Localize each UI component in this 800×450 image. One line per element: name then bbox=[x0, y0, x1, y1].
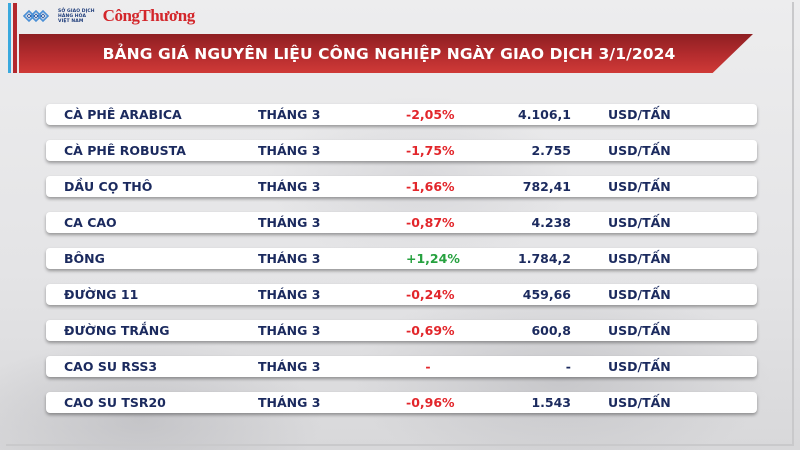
price-unit: USD/TẤN bbox=[608, 359, 671, 374]
price-value: - bbox=[565, 359, 571, 374]
price-value: 1.543 bbox=[531, 395, 571, 410]
contract-month: THÁNG 3 bbox=[258, 143, 321, 158]
contract-month: THÁNG 3 bbox=[258, 251, 321, 266]
commodity-name: ĐƯỜNG 11 bbox=[64, 287, 139, 302]
price-unit: USD/TẤN bbox=[608, 143, 671, 158]
price-unit: USD/TẤN bbox=[608, 323, 671, 338]
price-value: 782,41 bbox=[522, 179, 571, 194]
page-title: BẢNG GIÁ NGUYÊN LIỆU CÔNG NGHIỆP NGÀY GI… bbox=[102, 44, 676, 63]
price-change: -0,87% bbox=[406, 215, 455, 230]
contract-month: THÁNG 3 bbox=[258, 179, 321, 194]
price-value: 4.106,1 bbox=[518, 107, 571, 122]
header-logos: SỞ GIAO DỊCH HÀNG HÓA VIỆT NAM CôngThươn… bbox=[22, 5, 195, 27]
logo-line-3: VIỆT NAM bbox=[58, 18, 84, 24]
price-value: 459,66 bbox=[522, 287, 571, 302]
table-row: CAO SU RSS3 THÁNG 3 - - USD/TẤN bbox=[46, 356, 757, 377]
exchange-logo-text: SỞ GIAO DỊCH HÀNG HÓA VIỆT NAM bbox=[58, 9, 95, 24]
price-change: - bbox=[425, 359, 431, 374]
accent-stripe-blue bbox=[8, 3, 11, 73]
commodity-name: DẦU CỌ THÔ bbox=[64, 179, 153, 194]
table-row: CÀ PHÊ ARABICA THÁNG 3 -2,05% 4.106,1 US… bbox=[46, 104, 757, 125]
price-value: 4.238 bbox=[531, 215, 571, 230]
contract-month: THÁNG 3 bbox=[258, 215, 321, 230]
price-change: -1,75% bbox=[406, 143, 455, 158]
table-row: CA CAO THÁNG 3 -0,87% 4.238 USD/TẤN bbox=[46, 212, 757, 233]
price-unit: USD/TẤN bbox=[608, 107, 671, 122]
table-row: ĐƯỜNG TRẮNG THÁNG 3 -0,69% 600,8 USD/TẤN bbox=[46, 320, 757, 341]
commodity-name: ĐƯỜNG TRẮNG bbox=[64, 323, 170, 338]
commodity-name: CA CAO bbox=[64, 215, 117, 230]
logo-line-2: HÀNG HÓA bbox=[58, 13, 87, 19]
frame-border bbox=[6, 2, 794, 446]
logo-line-1: SỞ GIAO DỊCH bbox=[58, 8, 95, 14]
price-value: 600,8 bbox=[531, 323, 571, 338]
commodity-name: CAO SU RSS3 bbox=[64, 359, 158, 374]
contract-month: THÁNG 3 bbox=[258, 359, 321, 374]
price-unit: USD/TẤN bbox=[608, 215, 671, 230]
table-row: CAO SU TSR20 THÁNG 3 -0,96% 1.543 USD/TẤ… bbox=[46, 392, 757, 413]
price-unit: USD/TẤN bbox=[608, 287, 671, 302]
price-change: -1,66% bbox=[406, 179, 455, 194]
price-change: -2,05% bbox=[406, 107, 455, 122]
table-row: BÔNG THÁNG 3 +1,24% 1.784,2 USD/TẤN bbox=[46, 248, 757, 269]
price-unit: USD/TẤN bbox=[608, 179, 671, 194]
congthuong-logo: CôngThương bbox=[102, 6, 196, 25]
price-change: +1,24% bbox=[406, 251, 460, 266]
contract-month: THÁNG 3 bbox=[258, 395, 321, 410]
commodity-name: CÀ PHÊ ARABICA bbox=[64, 107, 182, 122]
price-value: 1.784,2 bbox=[518, 251, 571, 266]
contract-month: THÁNG 3 bbox=[258, 323, 321, 338]
price-unit: USD/TẤN bbox=[608, 251, 671, 266]
title-banner bbox=[19, 34, 753, 73]
price-change: -0,24% bbox=[406, 287, 455, 302]
table-row: ĐƯỜNG 11 THÁNG 3 -0,24% 459,66 USD/TẤN bbox=[46, 284, 757, 305]
exchange-logo-icon bbox=[22, 9, 50, 23]
contract-month: THÁNG 3 bbox=[258, 107, 321, 122]
price-value: 2.755 bbox=[531, 143, 571, 158]
price-table: CÀ PHÊ ARABICA THÁNG 3 -2,05% 4.106,1 US… bbox=[46, 104, 757, 428]
accent-stripe-red bbox=[13, 3, 17, 73]
commodity-name: CÀ PHÊ ROBUSTA bbox=[64, 143, 186, 158]
price-unit: USD/TẤN bbox=[608, 395, 671, 410]
table-row: DẦU CỌ THÔ THÁNG 3 -1,66% 782,41 USD/TẤN bbox=[46, 176, 757, 197]
table-row: CÀ PHÊ ROBUSTA THÁNG 3 -1,75% 2.755 USD/… bbox=[46, 140, 757, 161]
price-change: -0,96% bbox=[406, 395, 455, 410]
contract-month: THÁNG 3 bbox=[258, 287, 321, 302]
commodity-name: CAO SU TSR20 bbox=[64, 395, 166, 410]
price-change: -0,69% bbox=[406, 323, 455, 338]
commodity-name: BÔNG bbox=[64, 251, 105, 266]
